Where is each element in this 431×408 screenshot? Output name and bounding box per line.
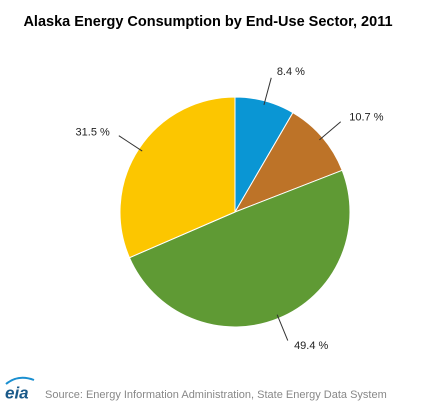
leader-line — [263, 77, 272, 105]
leader-line — [319, 121, 342, 141]
logo: eia — [5, 383, 29, 402]
leader-line — [276, 314, 289, 341]
leader-line — [118, 135, 143, 152]
pie: 8.4 % 10.7 % 49.4 % 31.5 % — [76, 66, 384, 352]
source: Source: Energy Information Administratio… — [45, 389, 387, 401]
logo-swoosh — [5, 376, 35, 385]
chart-title: Alaska Energy Consumption by End-Use Sec… — [23, 14, 392, 30]
data-label: 31.5 % — [76, 126, 110, 138]
data-label: 8.4 % — [277, 66, 305, 78]
data-label: 10.7 % — [349, 112, 383, 124]
data-label: 49.4 % — [294, 340, 328, 352]
